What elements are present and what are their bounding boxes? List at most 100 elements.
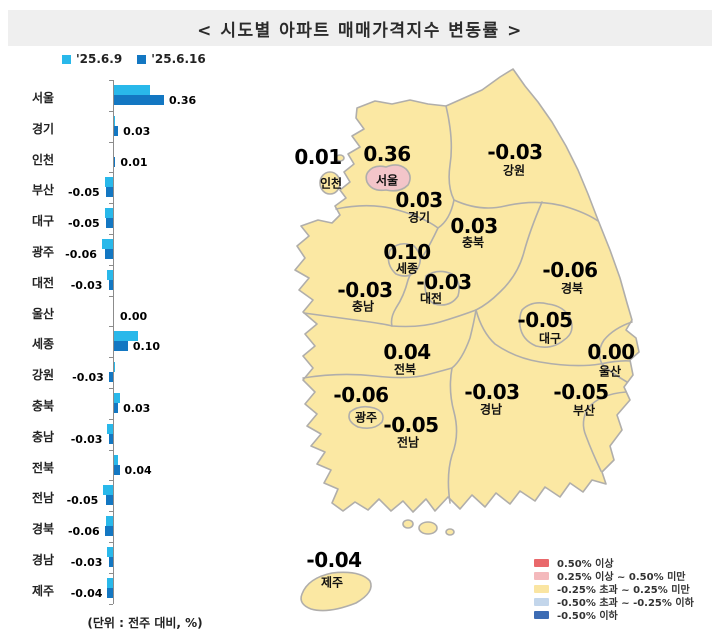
legend-label-prev-week: '25.6.9: [76, 52, 123, 66]
map-legend-swatch: [534, 571, 549, 580]
legend-swatch-curr-week: [137, 54, 147, 64]
map-legend-label: -0.50% 초과 ~ -0.25% 이하: [557, 598, 694, 609]
bar-region-label: 세종: [32, 337, 55, 352]
bar-curr: [108, 433, 113, 444]
bar-prev: [101, 239, 113, 249]
map-legend-row: -0.50% 초과 ~ -0.25% 이하: [534, 595, 694, 609]
bar-row: 충북 0.03: [30, 388, 260, 419]
axis-tick: [109, 110, 113, 112]
bar-prev: [114, 393, 120, 403]
bar-prev: [107, 269, 113, 280]
south-island-3: [445, 528, 455, 536]
map-value-경북: -0.06: [542, 258, 598, 282]
axis-tick: [109, 388, 113, 389]
bar-region-label: 부산: [32, 183, 55, 198]
map-value-제주: -0.04: [306, 548, 362, 572]
bar-region-label: 울산: [32, 306, 55, 321]
bar-prev: [106, 516, 113, 527]
bar-value-label: 0.03: [123, 124, 151, 138]
chart-legend: '25.6.9 '25.6.16: [62, 52, 216, 66]
map-legend-label: -0.25% 초과 ~ 0.25% 미만: [557, 585, 690, 596]
legend-label-curr-week: '25.6.16: [151, 52, 206, 66]
bar-region-label: 서울: [32, 91, 55, 105]
bar-value-label: -0.03: [70, 432, 103, 446]
map-region-name: 대전: [419, 291, 443, 306]
map-value-전북: 0.04: [383, 340, 431, 364]
title-band: < 시도별 아파트 매매가격지수 변동률 >: [8, 10, 712, 46]
bar-value-label: 0.01: [120, 155, 148, 169]
bar-value-label: -0.06: [67, 525, 100, 539]
map-value-경기: 0.03: [395, 188, 443, 212]
south-island-1: [418, 521, 438, 535]
bar-value-label: -0.05: [67, 186, 100, 200]
map-value-광주: -0.06: [333, 383, 389, 407]
map-region-name: 부산: [572, 403, 596, 418]
axis-tick: [109, 295, 113, 297]
incheon-island: [319, 171, 341, 195]
sejong-enclave: [387, 242, 422, 277]
bar-value-label: 0.36: [169, 94, 197, 107]
bar-region-label: 충북: [32, 399, 55, 413]
map-value-경남: -0.03: [464, 380, 520, 404]
map-value-세종: 0.10: [383, 240, 431, 264]
seoul-region: [365, 164, 411, 192]
bar-region-label: 경기: [32, 121, 55, 136]
map-legend-row: 0.50% 이상: [534, 556, 694, 570]
bar-chart-axis: [113, 80, 114, 604]
bar-curr: [106, 187, 113, 198]
bar-prev: [103, 485, 113, 496]
map-legend-swatch: [534, 597, 549, 606]
axis-tick: [109, 542, 113, 543]
axis-tick: [109, 264, 113, 266]
map-region-name: 서울: [375, 173, 399, 188]
bar-region-label: 대전: [32, 275, 55, 290]
map-value-인천: 0.01: [294, 145, 342, 169]
map-region-name: 경기: [407, 210, 431, 225]
axis-tick: [109, 418, 113, 420]
map-region-name: 경북: [560, 281, 584, 296]
bar-row: 충남 -0.03: [30, 418, 260, 450]
korea-map-svg: [294, 68, 640, 612]
map-region-name: 제주: [320, 575, 344, 590]
bar-row: 서울 0.36: [30, 80, 260, 111]
axis-tick: [109, 480, 113, 482]
bar-row: 제주 -0.04: [30, 572, 260, 604]
page-title: < 시도별 아파트 매매가격지수 변동률 >: [197, 20, 523, 41]
map-value-전남: -0.05: [383, 413, 439, 437]
map-region-name: 충남: [351, 299, 375, 314]
map-value-대구: -0.05: [517, 308, 573, 332]
map-legend-swatch: [534, 610, 549, 619]
map-region-name: 울산: [598, 364, 622, 379]
bar-row: 대전 -0.03: [30, 264, 260, 296]
bar-prev: [114, 454, 119, 465]
bar-value-label: -0.03: [72, 371, 104, 385]
map-value-충북: 0.03: [450, 214, 498, 238]
map-region-name: 경남: [479, 402, 503, 417]
bar-curr: [114, 95, 165, 105]
bar-region-label: 대구: [32, 214, 55, 229]
province-borders: [302, 105, 633, 504]
small-island-nw: [335, 154, 345, 162]
map-value-울산: 0.00: [587, 340, 635, 364]
legend-swatch-prev-week: [62, 54, 71, 64]
axis-tick: [109, 357, 113, 359]
map-value-부산: -0.05: [553, 380, 609, 404]
bar-curr: [114, 464, 120, 475]
bar-curr: [104, 249, 113, 259]
map-color-legend: 0.50% 이상 0.25% 이상 ~ 0.50% 미만 -0.25% 초과 ~ 0…: [534, 556, 694, 622]
bar-curr: [114, 341, 128, 352]
map-legend-row: -0.50% 이하: [534, 608, 694, 622]
map-value-강원: -0.03: [487, 140, 543, 164]
map-legend-row: -0.25% 초과 ~ 0.25% 미만: [534, 582, 694, 596]
bar-value-label: 0.10: [132, 340, 161, 354]
map-legend-row: 0.25% 이상 ~ 0.50% 미만: [534, 569, 694, 583]
bar-row: 경기 0.03: [30, 110, 260, 142]
bar-region-label: 강원: [32, 368, 55, 383]
bar-region-label: 인천: [32, 152, 55, 167]
map-region-name: 전북: [393, 362, 417, 377]
bar-prev: [114, 115, 116, 126]
map-region-name: 대구: [538, 331, 562, 346]
axis-tick: [109, 234, 113, 235]
axis-tick: [109, 141, 113, 143]
